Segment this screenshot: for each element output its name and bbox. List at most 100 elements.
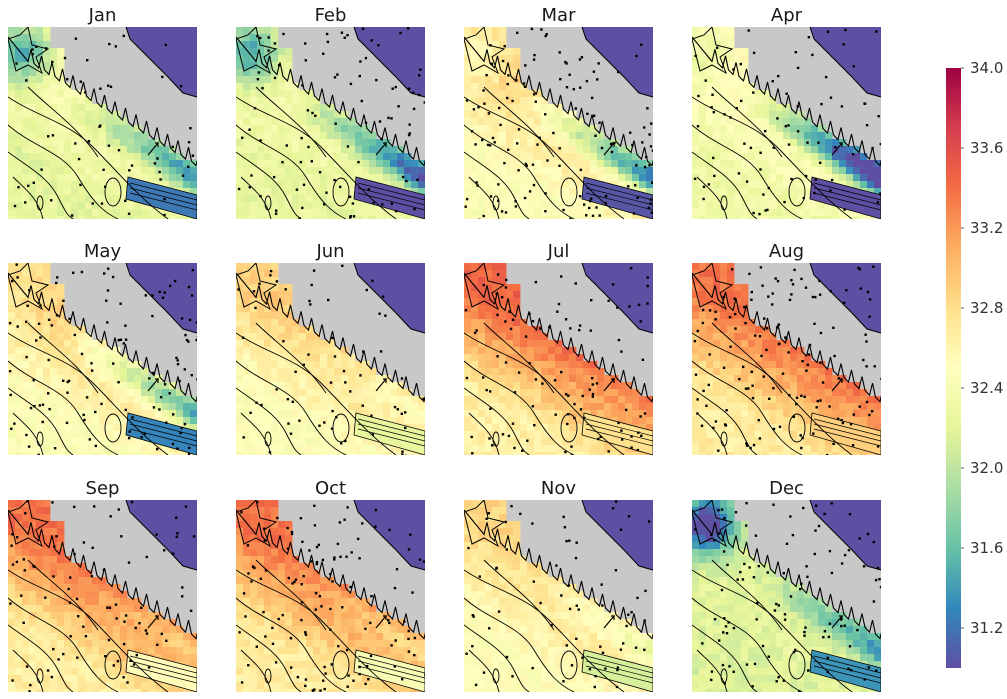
sample-point (766, 208, 769, 212)
salinity-cell (71, 431, 79, 439)
sample-point (868, 298, 872, 301)
salinity-cell (485, 410, 493, 418)
salinity-cell (155, 160, 163, 168)
salinity-cell (183, 424, 191, 432)
salinity-cell (478, 167, 486, 175)
salinity-cell (15, 542, 23, 550)
salinity-cell (22, 125, 30, 133)
salinity-cell (155, 209, 163, 217)
salinity-cell (527, 417, 535, 425)
salinity-cell (727, 431, 735, 439)
salinity-cell (334, 118, 342, 126)
coastline (464, 272, 653, 403)
salinity-cell (36, 139, 44, 147)
salinity-cell (278, 97, 286, 105)
salinity-cell (355, 202, 363, 210)
salinity-cell (471, 146, 479, 154)
salinity-cell (85, 195, 93, 203)
salinity-cell (92, 153, 100, 161)
salinity-cell (706, 417, 714, 425)
salinity-cell (292, 361, 300, 369)
salinity-cell (183, 403, 191, 411)
salinity-cell (362, 202, 370, 210)
salinity-cell (818, 375, 826, 383)
salinity-cell (527, 375, 535, 383)
sample-point (287, 422, 290, 425)
sample-point (360, 99, 363, 103)
salinity-cell (713, 111, 721, 119)
salinity-cell (8, 104, 16, 112)
salinity-cell (485, 69, 493, 77)
salinity-cell (8, 389, 16, 397)
salinity-cell (22, 389, 30, 397)
salinity-cell (306, 396, 314, 404)
salinity-cell (299, 424, 307, 432)
sample-point (128, 169, 131, 172)
salinity-cell (713, 48, 721, 56)
salinity-cell (860, 389, 868, 397)
salinity-cell (741, 382, 749, 390)
salinity-cell (8, 584, 16, 592)
salinity-cell (576, 424, 584, 432)
salinity-cell (541, 368, 549, 376)
salinity-cell (513, 118, 521, 126)
salinity-cell (555, 146, 563, 154)
salinity-cell (485, 368, 493, 376)
salinity-cell (713, 410, 721, 418)
salinity-cell (127, 153, 135, 161)
salinity-cell (464, 76, 472, 84)
salinity-cell (699, 445, 707, 453)
salinity-cell (590, 146, 598, 154)
sample-point (187, 165, 190, 168)
salinity-cell (313, 104, 321, 112)
salinity-cell (22, 445, 30, 453)
salinity-cell (769, 340, 777, 348)
sample-point (545, 33, 548, 36)
salinity-cell (22, 570, 30, 578)
salinity-cell (541, 104, 549, 112)
salinity-cell (471, 55, 479, 63)
salinity-cell (348, 174, 356, 182)
salinity-cell (832, 396, 840, 404)
salinity-cell (299, 216, 307, 219)
salinity-cell (699, 354, 707, 362)
salinity-cell (506, 403, 514, 411)
sample-point (829, 189, 832, 192)
salinity-cell (292, 125, 300, 133)
salinity-cell (243, 27, 251, 35)
sample-point (119, 302, 122, 305)
salinity-cell (541, 452, 549, 455)
salinity-cell (71, 396, 79, 404)
salinity-cell (611, 153, 619, 161)
salinity-cell (306, 354, 314, 362)
salinity-cell (348, 431, 356, 439)
salinity-cell (99, 410, 107, 418)
salinity-cell (257, 410, 265, 418)
headland-outline (236, 27, 278, 75)
salinity-cell (383, 174, 391, 182)
sample-point (33, 404, 36, 408)
salinity-cell (348, 410, 356, 418)
salinity-cell (485, 284, 493, 292)
salinity-cell (741, 153, 749, 161)
salinity-cell (492, 160, 500, 168)
salinity-cell (341, 417, 349, 425)
salinity-cell (720, 431, 728, 439)
salinity-cell (71, 188, 79, 196)
sample-point (47, 358, 50, 362)
salinity-cell (590, 403, 598, 411)
salinity-cell (769, 354, 777, 362)
salinity-cell (57, 577, 65, 585)
salinity-cell (390, 403, 398, 411)
salinity-cell (334, 382, 342, 390)
salinity-cell (562, 125, 570, 133)
salinity-cell (534, 396, 542, 404)
salinity-cell (639, 410, 647, 418)
salinity-cell (43, 438, 51, 446)
bathymetry-contour (464, 360, 575, 455)
salinity-cell (99, 160, 107, 168)
salinity-cell (50, 424, 58, 432)
channel-line (585, 182, 653, 201)
salinity-cell (548, 347, 556, 355)
salinity-cell (106, 382, 114, 390)
